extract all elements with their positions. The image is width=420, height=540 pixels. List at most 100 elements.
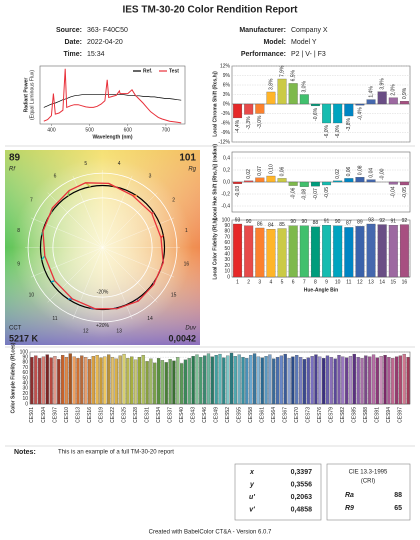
bar: [387, 357, 391, 405]
x-tick-label: CES37: [167, 407, 173, 423]
y-tick-label: 60: [22, 370, 28, 376]
bin-label: 3: [149, 174, 152, 180]
bin-divider: [47, 192, 103, 248]
bin-label: 1: [185, 228, 188, 234]
x-tick-label: 400: [47, 127, 56, 133]
x-tick-label: 5: [281, 279, 284, 285]
y-tick-label: 50: [22, 375, 28, 381]
x-tick-label: 16: [402, 279, 408, 285]
bar: [156, 358, 161, 405]
x-tick-label: CES88: [363, 407, 369, 423]
bar: [302, 359, 307, 405]
data-label: 3,9%: [380, 78, 386, 90]
bar: [118, 355, 122, 405]
bar: [145, 361, 149, 405]
data-label: 85: [279, 222, 285, 228]
data-label: -0,4%: [357, 107, 363, 121]
x-tick-label: 600: [124, 127, 133, 133]
bar: [107, 354, 111, 405]
chromaticity-value: 0,4858: [291, 506, 313, 513]
x-tick-label: 11: [346, 279, 351, 285]
cct-label: CCT: [9, 326, 22, 332]
bar: [179, 363, 184, 405]
y-tick-label: 90: [224, 223, 230, 229]
bin-divider: [102, 247, 175, 278]
bar: [176, 357, 180, 405]
bar: [222, 357, 226, 405]
bar: [168, 359, 172, 405]
bar: [371, 354, 376, 405]
bar: [345, 357, 349, 405]
y-tick-label: -12%: [218, 139, 230, 145]
ring-label: +20%: [96, 323, 109, 329]
data-label: 3,8%: [268, 78, 274, 90]
x-tick-label: CES16: [87, 407, 93, 423]
data-label: 90: [290, 219, 296, 225]
bin-label: 2: [172, 197, 175, 203]
bar: [233, 356, 237, 405]
x-tick-label: CES49: [213, 407, 219, 423]
bar: [375, 357, 379, 405]
data-label: 91: [324, 218, 330, 224]
bar: [30, 357, 34, 405]
info-label: Performance:: [241, 51, 286, 58]
y-tick-label: 70: [22, 365, 28, 371]
x-tick-label: CES19: [98, 407, 104, 423]
data-label: 86: [257, 221, 263, 227]
x-tick-label: CES91: [375, 407, 381, 423]
bar: [244, 103, 254, 115]
data-label: 1,4%: [368, 86, 374, 98]
chromaticity-label: x: [249, 469, 255, 476]
bin-label: 16: [184, 262, 190, 268]
bar: [266, 175, 276, 183]
bar: [333, 225, 343, 278]
x-tick-label: 7: [303, 279, 306, 285]
rg-label: Rg: [188, 167, 196, 173]
bar: [141, 354, 145, 405]
bar: [383, 354, 387, 405]
bar: [272, 358, 276, 405]
x-tick-label: CES67: [283, 407, 289, 423]
data-label: 93: [235, 217, 241, 223]
info-value: 2022-04-20: [87, 39, 123, 46]
duv-label: Duv: [185, 326, 197, 332]
data-label: 0,06: [346, 166, 352, 176]
x-tick-label: CES85: [352, 407, 358, 423]
bar: [218, 353, 222, 405]
chromaticity-label: y: [249, 481, 255, 488]
bar: [249, 354, 253, 405]
info-value: 15:34: [87, 51, 105, 58]
bin-label: 7: [30, 197, 33, 203]
rg-value: 101: [179, 153, 196, 164]
bar: [355, 177, 365, 183]
bar: [268, 354, 272, 405]
y-tick-label: 9%: [223, 73, 231, 79]
x-tick-label: CES10: [64, 407, 70, 423]
data-label: -0,05: [402, 187, 408, 199]
bar: [203, 355, 207, 405]
data-label: 0,10: [268, 164, 274, 174]
bar: [41, 356, 46, 405]
x-tick-label: CES40: [179, 407, 185, 423]
bar: [241, 357, 245, 405]
bar: [306, 357, 310, 405]
bin-label: 5: [84, 161, 87, 167]
y-axis-label: Local Chroma Shift (Rcs,hj): [212, 71, 218, 137]
y-tick-label: 10: [22, 396, 28, 402]
bar: [103, 356, 107, 405]
x-tick-label: 9: [325, 279, 328, 285]
bar: [355, 103, 365, 106]
y-tick-label: 60: [224, 240, 230, 246]
bar: [360, 358, 364, 405]
rf-label: Rf: [9, 167, 16, 173]
bar: [172, 360, 176, 405]
data-label: -0,08: [302, 189, 308, 201]
info-label: Model:: [263, 39, 286, 46]
bar: [399, 101, 409, 105]
bar: [356, 357, 360, 405]
bar: [137, 357, 142, 405]
x-tick-label: CES58: [248, 407, 254, 423]
x-tick-label: 2: [247, 279, 250, 285]
x-tick-label: 10: [335, 279, 341, 285]
